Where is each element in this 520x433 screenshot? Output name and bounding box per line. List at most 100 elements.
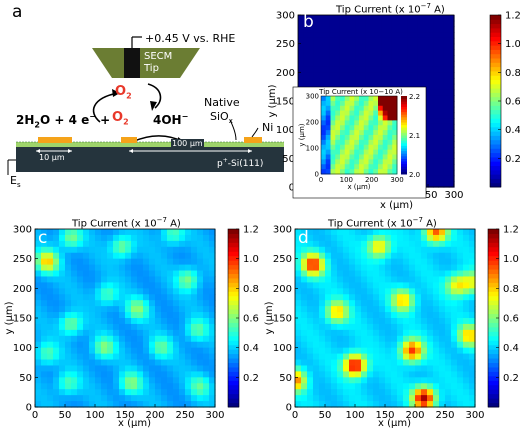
heatmap-cell: [439, 282, 446, 289]
heatmap-cell: [191, 329, 198, 337]
heatmap-cell: [167, 389, 174, 396]
heatmap-cell: [439, 234, 446, 242]
inset-cell: [363, 159, 369, 165]
heatmap-cell: [373, 282, 380, 289]
heatmap-cell: [463, 246, 470, 254]
heatmap-cell: [125, 240, 132, 248]
inset-cell: [321, 125, 327, 131]
heatmap-cell: [77, 258, 84, 266]
heatmap-cell: [301, 323, 308, 331]
heatmap-cell: [463, 270, 470, 278]
heatmap-cell: [433, 377, 440, 384]
heatmap-cell: [386, 49, 393, 56]
heatmap-cell: [428, 141, 434, 148]
heatmap-cell: [361, 288, 368, 295]
colorbar-segment: [228, 251, 239, 257]
heatmap-cell: [71, 282, 78, 289]
heatmap-cell: [463, 377, 470, 384]
y-tick-label: 300: [273, 225, 292, 236]
heatmap-cell: [71, 276, 78, 283]
heatmap-cell: [203, 323, 210, 331]
heatmap-cell: [113, 306, 120, 313]
panel-a-letter: a: [12, 2, 23, 22]
heatmap-cell: [89, 377, 96, 384]
heatmap-cell: [119, 329, 126, 337]
heatmap-cell: [415, 335, 422, 343]
heatmap-cell: [415, 276, 422, 283]
heatmap-cell: [373, 401, 380, 408]
heatmap-cell: [337, 365, 344, 372]
heatmap-cell: [402, 15, 408, 22]
heatmap-cell: [433, 359, 440, 367]
heatmap-cell: [47, 395, 54, 402]
inset-cell: [378, 105, 384, 112]
heatmap-cell: [203, 353, 210, 361]
heatmap-cell: [173, 246, 180, 254]
heatmap-cell: [379, 359, 386, 367]
heatmap-cell: [65, 383, 72, 390]
heatmap-cell: [101, 270, 108, 278]
heatmap-cell: [101, 318, 108, 325]
heatmap-cell: [303, 32, 309, 39]
heatmap-cell: [209, 341, 216, 349]
heatmap-cell: [119, 276, 126, 283]
inset-cell: [382, 159, 388, 165]
heatmap-cell: [343, 383, 350, 390]
heatmap-cell: [59, 389, 66, 396]
heatmap-cell: [451, 389, 458, 396]
heatmap-cell: [439, 300, 446, 307]
inset-cell: [363, 120, 369, 126]
heatmap-cell: [373, 329, 380, 337]
colorbar-segment: [488, 384, 499, 390]
heatmap-cell: [391, 270, 398, 278]
heatmap-cell: [396, 55, 403, 62]
heatmap-cell: [47, 234, 54, 242]
ni-pad-2: [121, 137, 137, 143]
heatmap-cell: [307, 395, 314, 402]
heatmap-cell: [439, 240, 446, 248]
heatmap-cell: [167, 294, 174, 301]
heatmap-cell: [443, 43, 450, 50]
inset-cell: [368, 105, 374, 112]
heatmap-cell: [391, 60, 398, 68]
heatmap-cell: [125, 270, 132, 278]
heatmap-cell: [417, 55, 424, 62]
heatmap-cell: [376, 72, 382, 79]
heatmap-cell: [319, 282, 326, 289]
heatmap-cell: [367, 359, 374, 367]
colorbar-segment: [490, 182, 501, 188]
heatmap-cell: [469, 258, 476, 266]
heatmap-cell: [119, 229, 126, 236]
heatmap-cell: [295, 246, 302, 254]
heatmap-cell: [83, 258, 90, 266]
heatmap-cell: [427, 258, 434, 266]
heatmap-cell: [107, 246, 114, 254]
heatmap-cell: [149, 395, 156, 402]
heatmap-cell: [301, 377, 308, 384]
inset-colorbar-segment: [401, 150, 407, 154]
heatmap-cell: [349, 246, 356, 254]
heatmap-cell: [403, 240, 410, 248]
heatmap-cell: [415, 371, 422, 378]
heatmap-cell: [433, 383, 440, 390]
heatmap-cell: [131, 329, 138, 337]
heatmap-cell: [428, 60, 434, 68]
heatmap-cell: [65, 401, 72, 408]
heatmap-cell: [179, 335, 186, 343]
heatmap-cell: [445, 401, 452, 408]
panel-c: Tip Current (x 10−7 A) 0 50 100 150 200 250 30…: [0, 215, 260, 433]
heatmap-cell: [113, 318, 120, 325]
heatmap-cell: [331, 258, 338, 266]
heatmap-cell: [325, 246, 332, 254]
heatmap-cell: [433, 371, 440, 378]
heatmap-cell: [343, 282, 350, 289]
heatmap-cell: [397, 335, 404, 343]
heatmap-cell: [451, 312, 458, 319]
heatmap-cell: [303, 15, 309, 22]
heatmap-cell: [396, 43, 403, 50]
heatmap-cell: [179, 240, 186, 248]
heatmap-cell: [131, 359, 138, 367]
heatmap-cell: [445, 323, 452, 331]
heatmap-cell: [350, 37, 356, 45]
heatmap-cell: [386, 43, 393, 50]
